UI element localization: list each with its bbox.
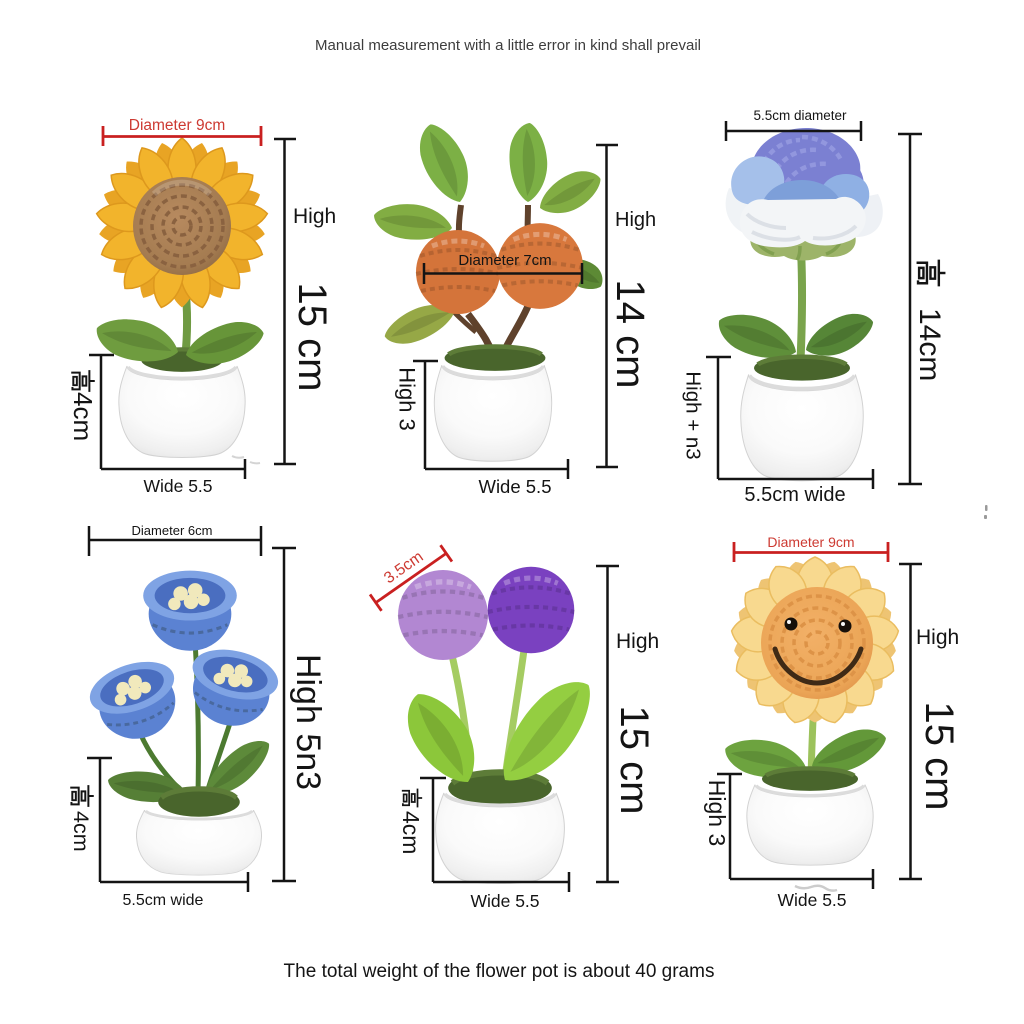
svg-text:4cm: 4cm bbox=[398, 811, 424, 854]
svg-text:High + n3: High + n3 bbox=[682, 371, 705, 459]
svg-text:High: High bbox=[616, 630, 659, 653]
svg-text:14cm: 14cm bbox=[913, 308, 946, 381]
svg-text:Diameter 7cm: Diameter 7cm bbox=[458, 252, 551, 269]
svg-text:High 5n3: High 5n3 bbox=[289, 654, 327, 790]
svg-text:High 3: High 3 bbox=[704, 780, 730, 846]
svg-text:Wide 5.5: Wide 5.5 bbox=[777, 890, 846, 910]
svg-text:14 cm: 14 cm bbox=[608, 280, 652, 389]
svg-text:Manual measurement with a litt: Manual measurement with a little error i… bbox=[315, 37, 701, 54]
svg-text:Diameter 9cm: Diameter 9cm bbox=[767, 534, 854, 550]
svg-text:5.5cm diameter: 5.5cm diameter bbox=[753, 108, 847, 123]
svg-text:Diameter 6cm: Diameter 6cm bbox=[132, 523, 213, 538]
svg-text:High: High bbox=[916, 626, 959, 649]
svg-text:Diameter 9cm: Diameter 9cm bbox=[129, 117, 225, 134]
svg-text:Wide 5.5: Wide 5.5 bbox=[143, 476, 212, 496]
svg-text:5.5cm wide: 5.5cm wide bbox=[744, 484, 845, 506]
svg-text:Wide 5.5: Wide 5.5 bbox=[478, 476, 551, 497]
svg-text:Wide 5.5: Wide 5.5 bbox=[470, 891, 539, 911]
svg-text:High 3: High 3 bbox=[395, 367, 420, 431]
svg-text:4cm: 4cm bbox=[68, 392, 98, 441]
svg-text:15 cm: 15 cm bbox=[290, 283, 334, 392]
svg-text:4cm: 4cm bbox=[69, 811, 93, 852]
svg-text:High: High bbox=[293, 205, 336, 228]
svg-text:15 cm: 15 cm bbox=[612, 706, 656, 815]
svg-text:15 cm: 15 cm bbox=[917, 702, 961, 811]
svg-text:5.5cm wide: 5.5cm wide bbox=[123, 892, 204, 909]
svg-text:The total weight of the flower: The total weight of the flower pot is ab… bbox=[284, 961, 715, 982]
svg-text:High: High bbox=[615, 209, 656, 231]
